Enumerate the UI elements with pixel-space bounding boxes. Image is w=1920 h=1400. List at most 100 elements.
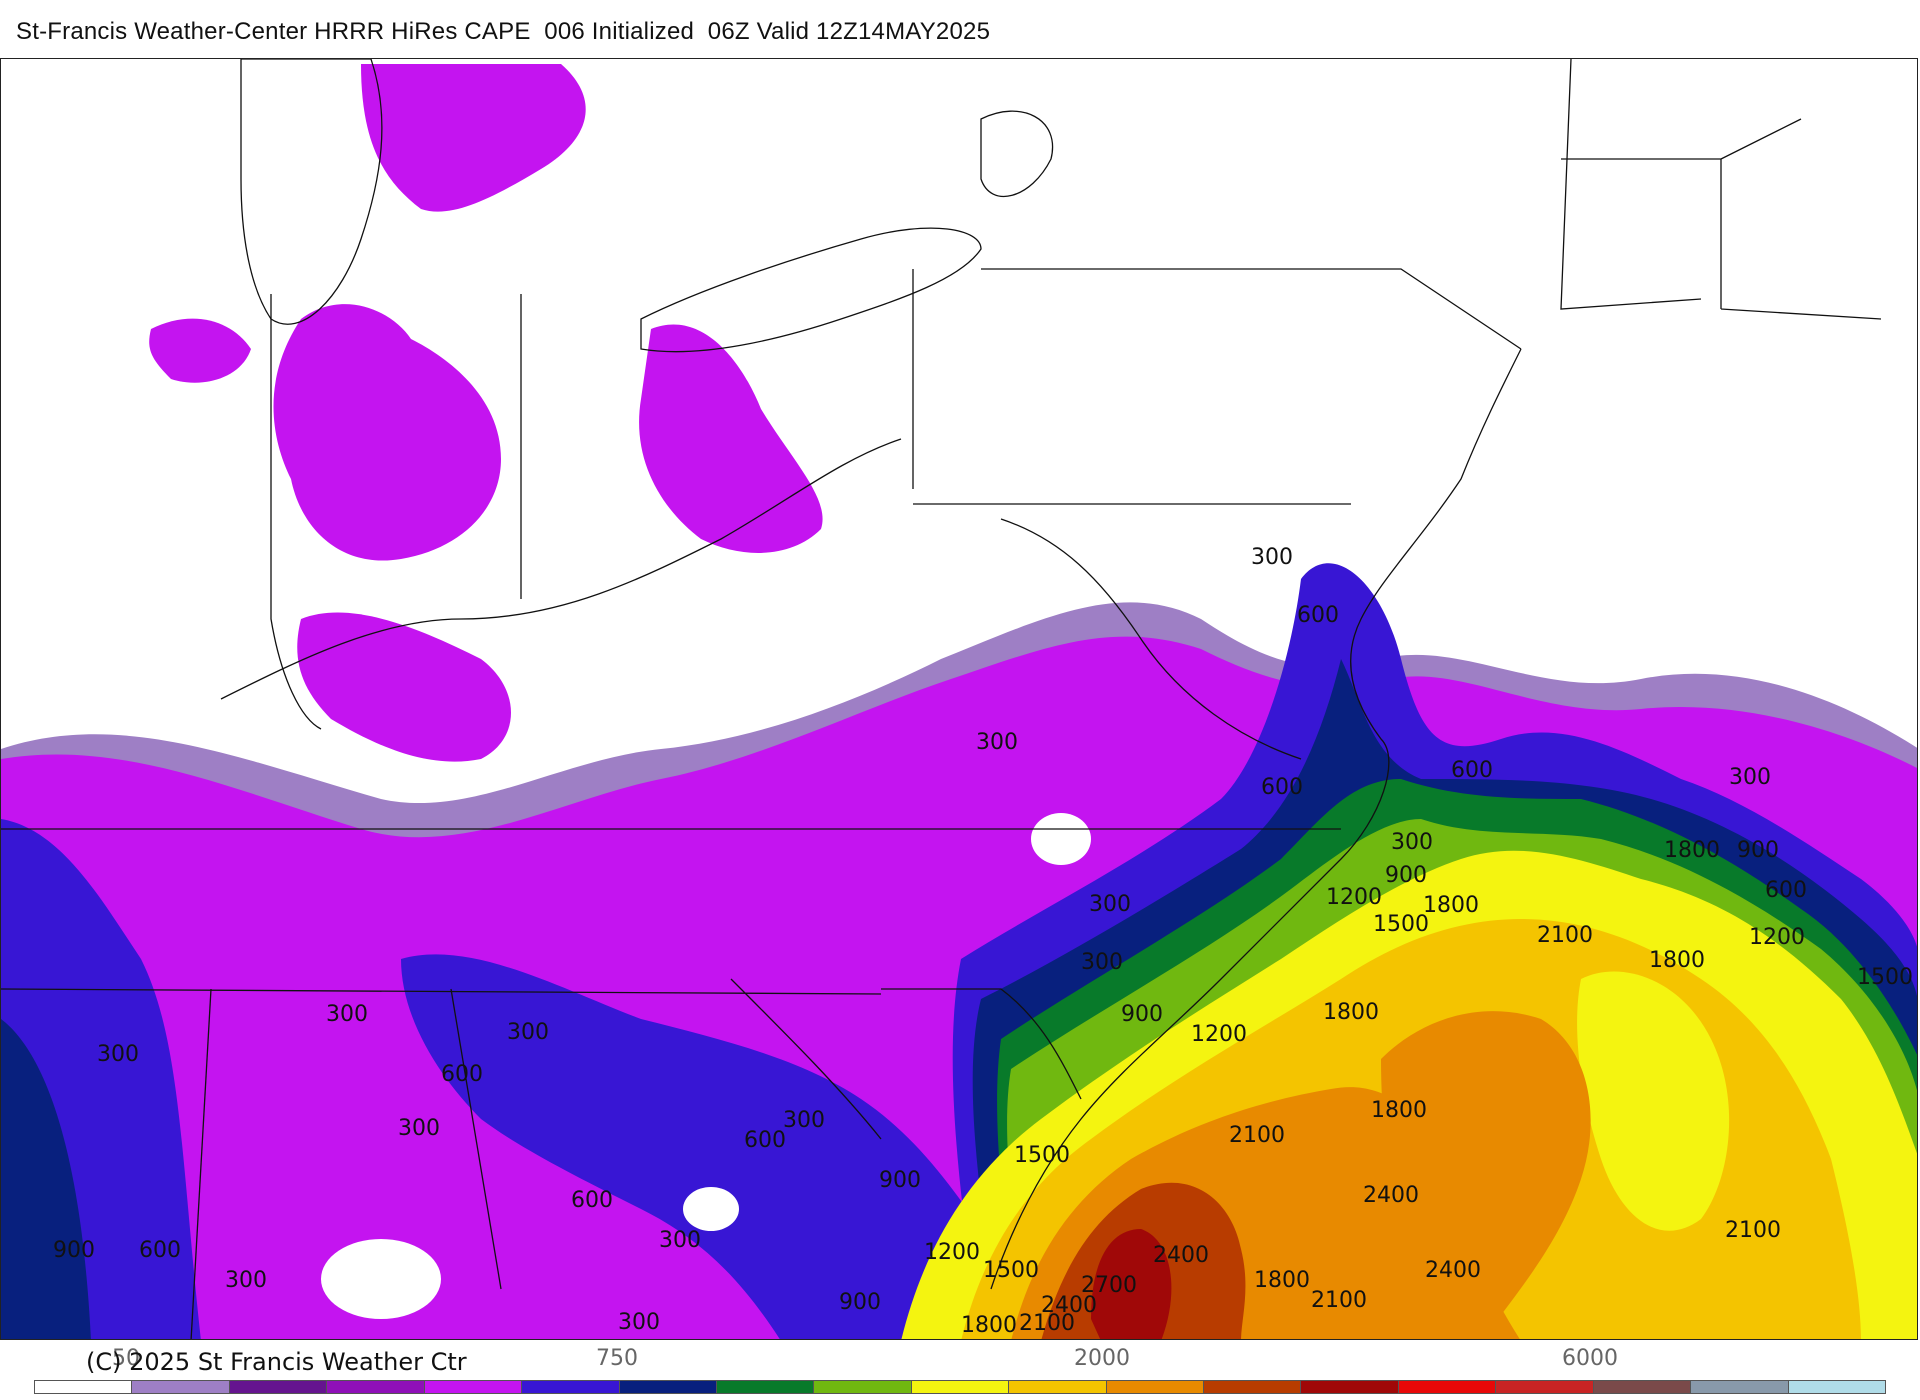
color-scale-segment: [35, 1381, 133, 1393]
ga-sc: [730, 978, 882, 1140]
contour-label: 2700: [1081, 1273, 1137, 1298]
contour-label: 300: [507, 1020, 549, 1045]
contour-label: 600: [1297, 603, 1339, 628]
color-scale-segment: [424, 1381, 523, 1393]
color-scale-segment: [132, 1381, 230, 1393]
field-navy: [1, 1019, 91, 1339]
contour-label: 300: [1251, 545, 1293, 570]
contour-label: 300: [398, 1116, 440, 1141]
contour-label: 300: [783, 1108, 825, 1133]
scale-tick-label: 6000: [1562, 1346, 1618, 1371]
contour-label: 300: [225, 1268, 267, 1293]
contour-label: 600: [571, 1188, 613, 1213]
title-bar: St-Francis Weather-Center HRRR HiRes CAP…: [0, 0, 1920, 58]
contour-label: 1200: [924, 1240, 980, 1265]
map-title: St-Francis Weather-Center HRRR HiRes CAP…: [16, 18, 991, 45]
field-purple-north-4: [149, 318, 251, 383]
copyright-text: (C) 2025 St Francis Weather Ctr: [86, 1348, 467, 1376]
lake-ontario: [980, 110, 1054, 197]
color-scale-segment: [619, 1381, 717, 1393]
field-orange-east: [1381, 1011, 1591, 1339]
contour-labels: 300 600 300 600 300 600 300 300 1800 900…: [53, 545, 1913, 1338]
illinois-indiana: [270, 294, 322, 730]
contour-label: 2100: [1229, 1123, 1285, 1148]
east-coast: [990, 348, 1522, 1290]
contour-label: 1800: [1664, 838, 1720, 863]
contour-label: 1800: [1649, 948, 1705, 973]
contour-label: 600: [744, 1128, 786, 1153]
contour-label: 900: [839, 1290, 881, 1315]
contour-label: 1800: [1371, 1098, 1427, 1123]
color-scale-segment: [814, 1381, 912, 1393]
scale-tick-label: 2000: [1074, 1346, 1130, 1371]
contour-label: 300: [618, 1310, 660, 1335]
contour-label: 300: [1089, 892, 1131, 917]
color-scale-segment: [716, 1381, 815, 1393]
color-scale-segment: [1788, 1381, 1886, 1393]
color-scale-segment: [1593, 1381, 1692, 1393]
contour-label: 300: [659, 1228, 701, 1253]
contour-label: 1800: [1254, 1268, 1310, 1293]
color-scale-segment: [1398, 1381, 1497, 1393]
contour-label: 1500: [983, 1258, 1039, 1283]
ny-ne: [1560, 59, 1702, 310]
field-purple-north-2: [273, 304, 501, 561]
contour-label: 1500: [1373, 912, 1429, 937]
contour-label: 2100: [1311, 1288, 1367, 1313]
contour-label: 2100: [1537, 923, 1593, 948]
contour-label: 1800: [1323, 1000, 1379, 1025]
field-purple-north-3: [639, 324, 823, 553]
contour-label: 300: [1081, 950, 1123, 975]
tn-south: [1, 988, 882, 995]
contour-label: 900: [1385, 863, 1427, 888]
contour-label: 600: [1765, 878, 1807, 903]
contour-label: 300: [1391, 830, 1433, 855]
ohio-river: [220, 438, 902, 700]
color-scale-segment: [911, 1381, 1010, 1393]
contour-label: 2400: [1363, 1183, 1419, 1208]
ms-al: [190, 988, 212, 1339]
contour-label: 600: [139, 1238, 181, 1263]
cape-map: 300 600 300 600 300 600 300 300 1800 900…: [0, 58, 1918, 1340]
contour-label: 1200: [1326, 885, 1382, 910]
field-gap-1: [321, 1239, 441, 1319]
contour-label: 600: [1451, 758, 1493, 783]
contour-label: 1200: [1191, 1022, 1247, 1047]
field-darkred: [1091, 1229, 1172, 1339]
contour-label: 300: [326, 1002, 368, 1027]
contour-label: 900: [1737, 838, 1779, 863]
color-scale-segment: [1009, 1381, 1107, 1393]
new-england: [1561, 118, 1882, 320]
lake-michigan: [240, 59, 383, 325]
contour-label: 600: [1261, 775, 1303, 800]
field-gap-2: [683, 1187, 739, 1231]
pennsylvania-ny: [981, 268, 1522, 350]
field-purple-north-5: [297, 612, 511, 762]
color-scale-segment: [522, 1381, 620, 1393]
color-scale-segment: [1691, 1381, 1789, 1393]
field-yellow-core: [1577, 971, 1730, 1231]
geography-lines: [1, 59, 1882, 1339]
contour-label: 1500: [1857, 965, 1913, 990]
contour-label: 900: [53, 1238, 95, 1263]
contour-label: 900: [879, 1168, 921, 1193]
color-scale-segment: [1204, 1381, 1302, 1393]
contour-label: 1500: [1014, 1143, 1070, 1168]
contour-label: 2100: [1725, 1218, 1781, 1243]
scale-tick-label: 50: [112, 1346, 140, 1371]
scale-tick-label: 750: [596, 1346, 638, 1371]
cape-fields: [1, 64, 1917, 1339]
contour-label: 2400: [1153, 1243, 1209, 1268]
contour-label: 300: [976, 730, 1018, 755]
contour-label: 1800: [1423, 893, 1479, 918]
field-purple-north-1: [361, 64, 586, 212]
nc-sc: [881, 988, 1082, 1100]
color-scale-segment: [229, 1381, 328, 1393]
wv-va: [1000, 518, 1302, 760]
contour-label: 600: [441, 1062, 483, 1087]
field-gap-3: [1031, 813, 1091, 865]
contour-label: 300: [1729, 765, 1771, 790]
color-scale-segment: [1301, 1381, 1399, 1393]
contour-label: 2100: [1019, 1311, 1075, 1336]
contour-label: 300: [97, 1042, 139, 1067]
